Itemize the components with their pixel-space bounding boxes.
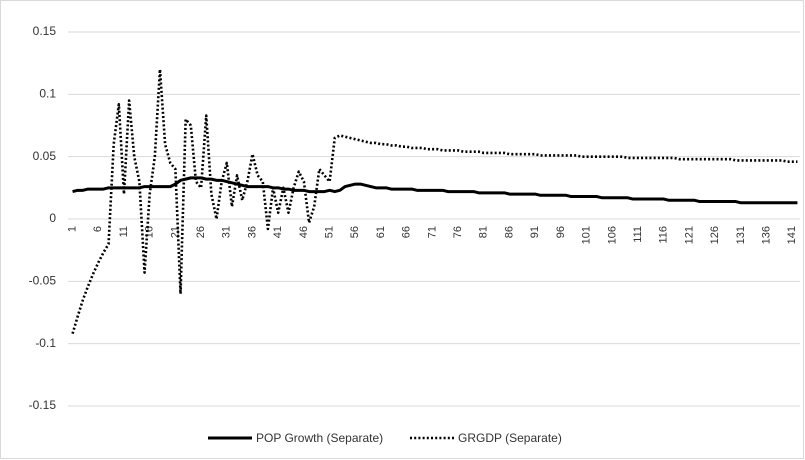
x-tick-label: 126: [709, 226, 721, 244]
x-tick-label: 16: [144, 226, 156, 238]
y-tick-label: 0.1: [39, 87, 56, 101]
x-tick-label: 101: [581, 226, 593, 244]
x-tick-label: 11: [118, 226, 130, 237]
x-tick-label: 56: [349, 226, 361, 238]
x-tick-label: 26: [195, 226, 207, 238]
x-tick-label: 66: [401, 226, 413, 238]
series-line: [71, 68, 798, 335]
series-line: [72, 176, 798, 205]
legend-label: GRGDP (Separate): [458, 431, 562, 445]
x-tick-label: 1: [66, 226, 78, 232]
x-tick-label: 96: [555, 226, 567, 238]
x-tick-label: 51: [324, 226, 336, 238]
y-tick-label: -0.1: [35, 336, 56, 350]
x-tick-label: 21: [169, 226, 181, 238]
x-tick-label: 31: [221, 226, 233, 238]
x-tick-label: 71: [426, 226, 438, 238]
x-tick-label: 6: [92, 226, 104, 232]
x-tick-label: 36: [246, 226, 258, 238]
y-tick-label: 0.05: [33, 149, 57, 163]
y-tick-label: -0.05: [29, 274, 57, 288]
legend-label: POP Growth (Separate): [256, 431, 383, 445]
x-tick-label: 81: [478, 226, 490, 238]
x-tick-label: 61: [375, 226, 387, 238]
x-tick-label: 131: [735, 226, 747, 244]
x-tick-label: 106: [606, 226, 618, 244]
y-tick-label: 0: [49, 211, 56, 225]
x-tick-label: 141: [786, 226, 798, 244]
y-tick-label: -0.15: [29, 398, 57, 412]
x-tick-label: 116: [658, 226, 670, 244]
x-tick-label: 86: [503, 226, 515, 238]
x-tick-label: 41: [272, 226, 284, 238]
x-tick-label: 121: [683, 226, 695, 244]
x-tick-label: 91: [529, 226, 541, 238]
x-tick-label: 46: [298, 226, 310, 238]
x-tick-label: 111: [632, 226, 644, 243]
x-tick-label: 136: [760, 226, 772, 244]
y-tick-label: 0.15: [33, 24, 57, 38]
x-tick-label: 76: [452, 226, 464, 238]
